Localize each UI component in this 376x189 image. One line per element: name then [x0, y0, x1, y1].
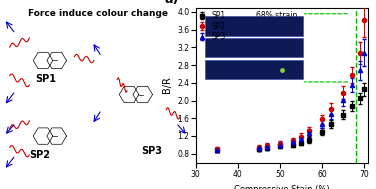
- X-axis label: Compressive Stain (%): Compressive Stain (%): [234, 185, 330, 189]
- Text: SP2: SP2: [29, 150, 50, 160]
- Y-axis label: B/R: B/R: [162, 77, 171, 94]
- Text: SP1: SP1: [35, 74, 56, 84]
- Text: 68% strain: 68% strain: [256, 11, 297, 20]
- Text: SP3: SP3: [141, 146, 162, 156]
- Text: Force induce colour change: Force induce colour change: [28, 9, 168, 19]
- Legend: SP1, SP2, SP3: SP1, SP2, SP3: [199, 11, 226, 41]
- Text: a): a): [164, 0, 179, 6]
